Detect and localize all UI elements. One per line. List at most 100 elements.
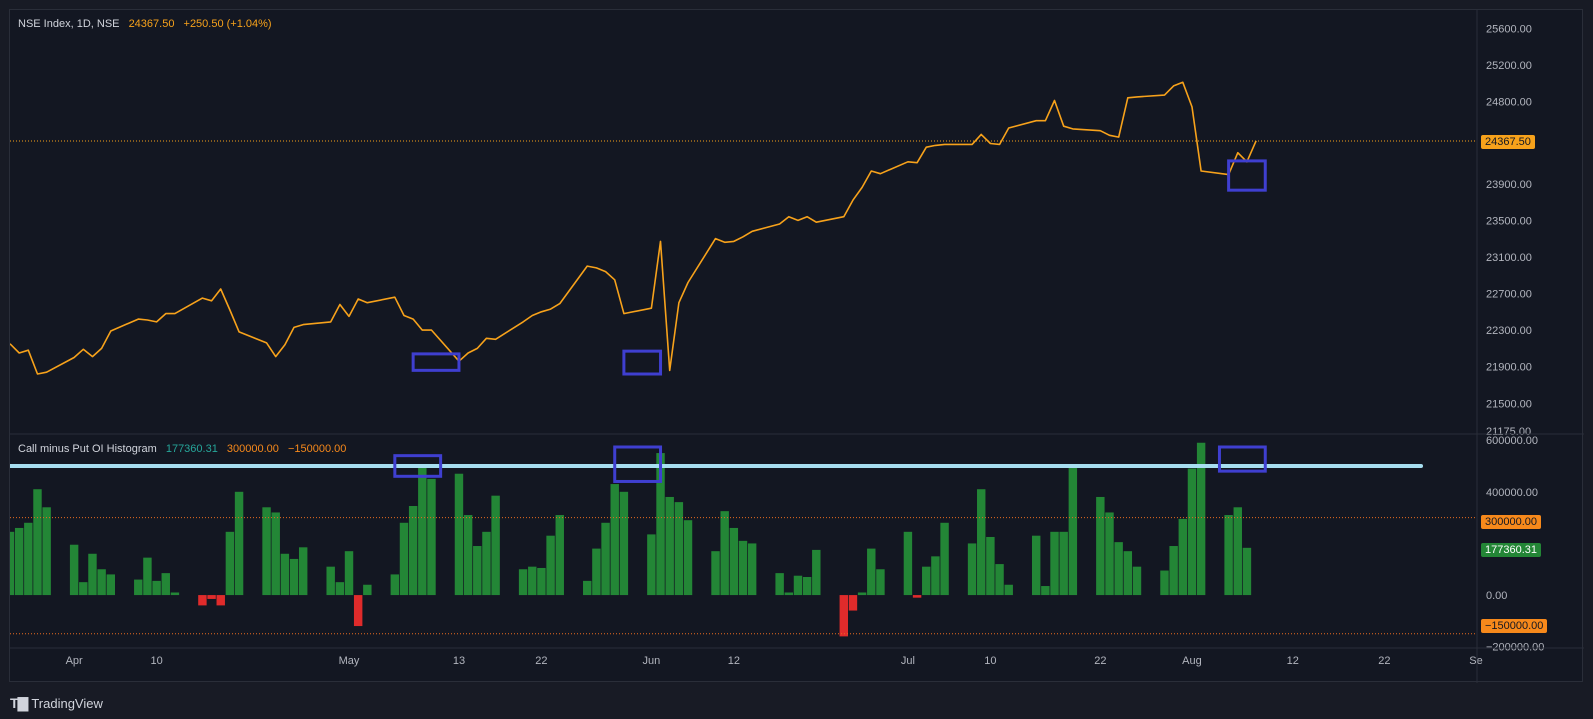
histogram-bar xyxy=(473,546,482,596)
histogram-bar xyxy=(711,551,720,596)
indicator-value: 177360.31 xyxy=(165,443,218,455)
histogram-bar xyxy=(601,522,610,596)
indicator-tick-label: 400000.00 xyxy=(1486,487,1538,499)
price-last-tag: 24367.50 xyxy=(1481,135,1535,149)
histogram-bar xyxy=(903,531,913,596)
histogram-bar xyxy=(1178,518,1188,596)
price-pane xyxy=(10,81,1477,376)
histogram-bar xyxy=(289,558,299,596)
histogram-bar xyxy=(280,553,290,596)
histogram-bar xyxy=(1132,566,1142,596)
histogram-bar xyxy=(647,534,656,596)
histogram-bar xyxy=(583,580,592,596)
time-tick-label: 10 xyxy=(984,655,996,667)
histogram-bar xyxy=(69,544,79,596)
histogram-bar xyxy=(518,569,528,596)
chart-canvas[interactable]: Apr 10 May 13 22 Jun 12 Jul 10 22 Aug 12 22 Se 25600.… xyxy=(10,10,1584,683)
histogram-bar xyxy=(298,547,308,596)
indicator-upper-level: 300000.00 xyxy=(226,443,279,455)
histogram-bar xyxy=(262,507,271,596)
histogram-bar xyxy=(1242,547,1252,596)
histogram-bar xyxy=(747,543,757,596)
indicator-value-tag: 177360.31 xyxy=(1481,543,1541,557)
price-tick-label: 21500.00 xyxy=(1486,398,1532,410)
histogram-bar xyxy=(912,595,922,598)
histogram-bar xyxy=(271,512,280,596)
histogram-bar xyxy=(1169,546,1178,596)
histogram-bar xyxy=(1031,535,1041,596)
histogram-bar xyxy=(848,595,858,611)
histogram-bar xyxy=(454,473,464,596)
time-tick-label: 22 xyxy=(1094,655,1106,667)
brand[interactable]: T▇ TradingView xyxy=(10,695,103,712)
histogram-bar xyxy=(674,502,684,596)
time-tick-label: Se xyxy=(1469,655,1482,667)
brand-name: TradingView xyxy=(31,696,103,711)
indicator-tick-label: 600000.00 xyxy=(1486,435,1538,447)
last-price: 24367.50 xyxy=(128,18,175,30)
price-axis: 25600.00 25200.00 24800.00 23900.00 23500.00… xyxy=(1486,23,1532,438)
time-tick-label: Jul xyxy=(901,655,915,667)
histogram-bar xyxy=(720,511,729,596)
chart-frame[interactable]: Apr 10 May 13 22 Jun 12 Jul 10 22 Aug 12 22 Se 25600.… xyxy=(9,9,1584,683)
histogram-bar xyxy=(88,553,97,596)
price-series-line xyxy=(10,81,1257,375)
histogram-bar xyxy=(216,595,225,606)
time-tick-label: 22 xyxy=(535,655,547,667)
histogram-bar xyxy=(1105,512,1114,596)
histogram-bar xyxy=(1224,515,1233,596)
histogram-bar xyxy=(784,592,794,596)
histogram-bar xyxy=(1068,465,1078,596)
histogram-bar xyxy=(1114,542,1123,596)
histogram-bar xyxy=(931,556,940,596)
price-highlight-box-3 xyxy=(1227,159,1267,192)
histogram-bar xyxy=(207,595,216,599)
histogram-highlight-box-3 xyxy=(1217,445,1267,473)
histogram-bar xyxy=(14,527,24,596)
histogram-bar xyxy=(1160,570,1169,596)
histogram-bar xyxy=(97,569,106,596)
histogram-bar xyxy=(857,592,867,596)
histogram-bar xyxy=(1187,468,1197,596)
histogram-bar xyxy=(812,549,821,596)
price-tick-label: 25600.00 xyxy=(1486,23,1532,35)
histogram-bar xyxy=(555,515,564,596)
symbol-legend[interactable]: NSE Index, 1D, NSE 24367.50 +250.50 (+1.… xyxy=(18,18,278,30)
time-axis: Apr 10 May 13 22 Jun 12 Jul 10 22 Aug 12 22 Se xyxy=(66,655,1483,667)
price-change: +250.50 (+1.04%) xyxy=(183,18,272,30)
histogram-bar xyxy=(977,489,986,596)
histogram-bar xyxy=(1196,442,1206,596)
price-highlight-box-1 xyxy=(411,352,461,372)
histogram-bar xyxy=(967,543,977,596)
histogram-bar xyxy=(922,566,931,596)
histogram-bar xyxy=(33,489,42,596)
time-tick-label: 22 xyxy=(1378,655,1390,667)
time-tick-label: Jun xyxy=(643,655,661,667)
histogram-bar xyxy=(656,453,665,596)
time-tick-label: 13 xyxy=(453,655,465,667)
histogram-bar xyxy=(802,577,812,596)
indicator-pane xyxy=(10,442,1477,637)
histogram-bar xyxy=(738,540,748,596)
histogram-bar xyxy=(225,531,235,596)
time-tick-label: May xyxy=(339,655,360,667)
histogram-bar xyxy=(326,566,335,596)
histogram-bar xyxy=(592,548,601,596)
histogram-highlight-box-1 xyxy=(393,454,443,478)
histogram-bar xyxy=(665,496,674,596)
histogram-bar xyxy=(234,491,244,596)
time-tick-label: Apr xyxy=(66,655,83,667)
histogram-bar xyxy=(839,595,849,637)
time-tick-label: 12 xyxy=(1287,655,1299,667)
histogram-bar xyxy=(793,575,803,596)
indicator-legend[interactable]: Call minus Put OI Histogram 177360.31 30… xyxy=(18,443,352,455)
histogram-highlight-box-2 xyxy=(613,445,663,483)
histogram-bar xyxy=(161,573,170,596)
price-tick-label: 21175.00 xyxy=(1486,426,1531,438)
tradingview-logo-icon: T▇ xyxy=(10,695,28,711)
price-tick-label: 22700.00 xyxy=(1486,289,1532,301)
histogram-bar xyxy=(491,495,500,596)
indicator-upper-tag: 300000.00 xyxy=(1481,515,1541,529)
histogram-bar xyxy=(528,566,537,596)
indicator-lower-level: −150000.00 xyxy=(287,443,347,455)
